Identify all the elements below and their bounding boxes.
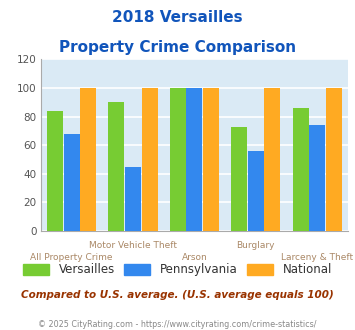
Bar [203, 88, 219, 231]
Bar [231, 127, 247, 231]
Bar [125, 167, 141, 231]
Bar [326, 88, 342, 231]
Bar [264, 88, 280, 231]
Bar [248, 151, 264, 231]
Bar [186, 88, 202, 231]
Bar [47, 111, 63, 231]
Text: Larceny & Theft: Larceny & Theft [281, 253, 353, 262]
Text: All Property Crime: All Property Crime [30, 253, 113, 262]
Bar [309, 125, 325, 231]
Bar [108, 102, 124, 231]
Bar [80, 88, 96, 231]
Text: Compared to U.S. average. (U.S. average equals 100): Compared to U.S. average. (U.S. average … [21, 290, 334, 300]
Text: © 2025 CityRating.com - https://www.cityrating.com/crime-statistics/: © 2025 CityRating.com - https://www.city… [38, 320, 317, 329]
Bar [142, 88, 158, 231]
Text: Property Crime Comparison: Property Crime Comparison [59, 40, 296, 54]
Text: Motor Vehicle Theft: Motor Vehicle Theft [89, 241, 177, 250]
Text: Arson: Arson [181, 253, 207, 262]
Bar [64, 134, 80, 231]
Bar [293, 108, 308, 231]
Bar [170, 88, 186, 231]
Text: 2018 Versailles: 2018 Versailles [112, 10, 243, 25]
Legend: Versailles, Pennsylvania, National: Versailles, Pennsylvania, National [23, 263, 332, 276]
Text: Burglary: Burglary [236, 241, 275, 250]
